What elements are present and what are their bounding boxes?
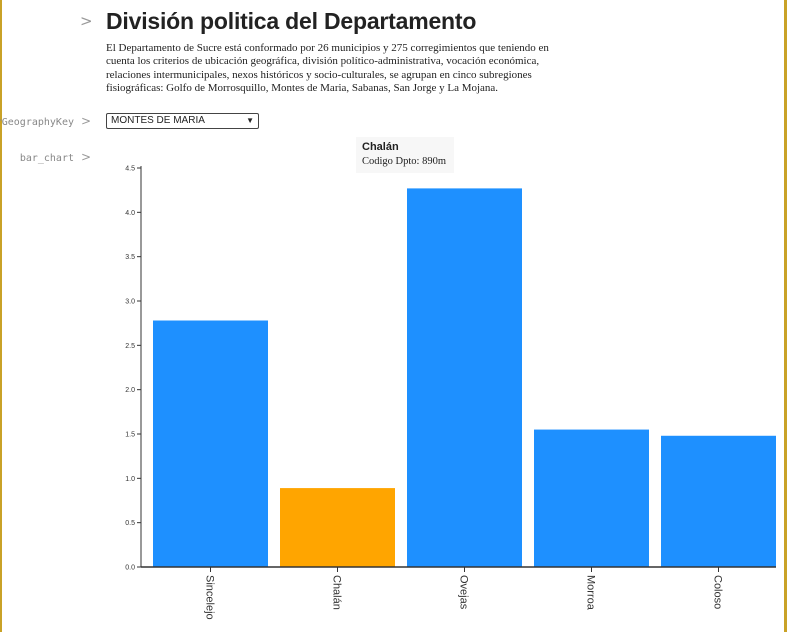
y-axis-tick-label: 1.5 <box>125 432 135 439</box>
x-axis-tick-label: Ovejas <box>458 575 470 610</box>
bar-coloso[interactable] <box>661 435 776 567</box>
chevron-right-icon[interactable]: > <box>81 114 92 128</box>
y-axis-tick-label: 3.0 <box>125 299 135 306</box>
y-axis-tick-label: 2.0 <box>125 387 135 394</box>
variable-geography-key-label: rGeographyKey <box>0 117 74 128</box>
notebook-left-border <box>0 0 2 632</box>
chevron-right-icon[interactable]: > <box>81 150 92 164</box>
y-axis-tick-label: 4.5 <box>125 166 135 173</box>
variable-bar-chart-label: bar_chart <box>19 153 74 164</box>
page-title: División politica del Departamento <box>106 8 477 34</box>
x-axis-tick-label: Morroa <box>585 575 597 611</box>
bar-chalán[interactable] <box>280 488 395 567</box>
tooltip-code: Codigo Dpto: 890m <box>362 156 447 167</box>
x-axis-tick-label: Coloso <box>712 575 724 609</box>
y-axis-tick-label: 3.5 <box>125 254 135 261</box>
chevron-down-icon: ▼ <box>246 116 254 125</box>
y-axis-tick-label: 0.5 <box>125 520 135 527</box>
bar-morroa[interactable] <box>534 429 649 567</box>
subregion-select-value: MONTES DE MARIA <box>111 115 205 126</box>
y-axis-tick-label: 0.0 <box>125 565 135 572</box>
page-description: El Departamento de Sucre está conformado… <box>106 42 549 95</box>
x-axis-tick-label: Chalán <box>331 575 343 610</box>
bar-sincelejo[interactable] <box>153 320 268 567</box>
cell-collapse-toggle[interactable]: > <box>80 12 93 30</box>
tooltip-municipality-name: Chalán <box>362 141 399 153</box>
chart-tooltip: Chalán Codigo Dpto: 890m <box>356 137 454 173</box>
x-axis-tick-label: Sincelejo <box>204 575 216 620</box>
notebook-right-border <box>784 0 787 632</box>
y-axis-tick-label: 2.5 <box>125 343 135 350</box>
bar-ovejas[interactable] <box>407 188 522 568</box>
y-axis-tick-label: 1.0 <box>125 476 135 483</box>
subregion-select[interactable]: MONTES DE MARIA ▼ <box>106 113 259 129</box>
y-axis-tick-label: 4.0 <box>125 210 135 217</box>
